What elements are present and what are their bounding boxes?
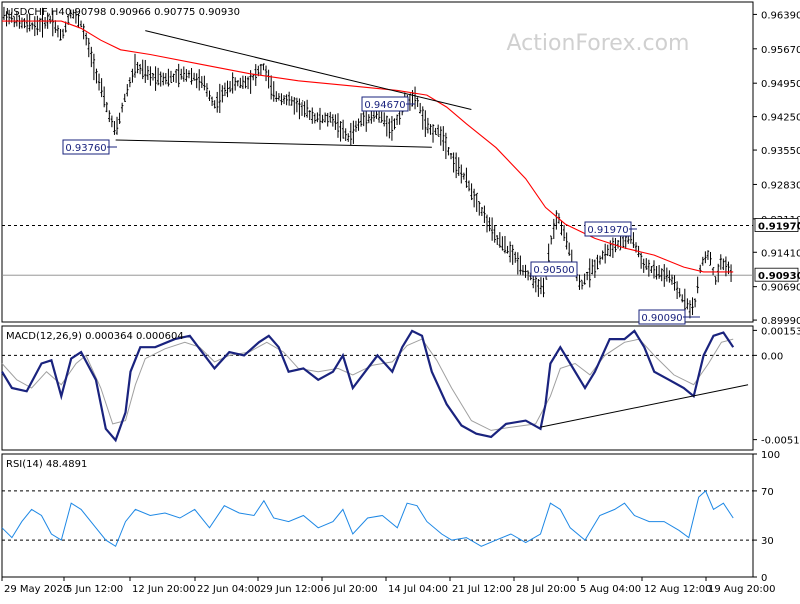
macd-signal-line	[1, 338, 734, 431]
macd-y-tick-label: -0.005164	[761, 436, 800, 447]
price-annotation-label: 0.91970	[587, 225, 628, 236]
macd-y-tick-label: 0.00	[761, 351, 783, 362]
rsi-title: RSI(14) 48.4891	[6, 459, 87, 470]
x-tick-label: 19 Aug 20:00	[708, 584, 775, 595]
price-pane: ActionForex.com 0.96390 0.95670 0.94950 0.94…	[2, 6, 800, 327]
x-tick-label: 29 Jun 12:00	[260, 584, 324, 595]
pane-frame-2	[1, 453, 754, 578]
rsi-y-tick-label: 0	[761, 573, 767, 584]
level-price-tag: 0.91970	[758, 222, 800, 233]
y-tick-label: 0.93550	[761, 146, 800, 157]
rsi-y-tick-label: 30	[761, 536, 774, 547]
x-tick-label: 5 Jun 12:00	[66, 584, 123, 595]
x-tick-label: 22 Jun 04:00	[197, 584, 261, 595]
last-price-tag-box	[754, 267, 799, 282]
x-tick-label: 28 Jul 20:00	[516, 584, 576, 595]
price-trendline-0	[145, 30, 472, 110]
pane-frame-0	[1, 1, 754, 323]
y-tick-label: 0.96390	[761, 10, 800, 21]
ohlc-values: 0.90798 0.90966 0.90775 0.90930	[65, 7, 240, 18]
y-tick-label: 0.95670	[761, 45, 800, 56]
y-tick-label: 0.94250	[761, 113, 800, 124]
x-tick-label: 6 Jul 20:00	[324, 584, 378, 595]
price-annotation-label: 0.90090	[641, 313, 682, 324]
price-annotation: 0.94670	[361, 96, 415, 112]
macd-line	[1, 329, 735, 443]
y-tick-label: 0.90690	[761, 283, 800, 294]
price-annotation: 0.93760	[62, 139, 117, 155]
y-tick-label: 0.91410	[761, 248, 800, 259]
y-tick-label: 0.92830	[761, 180, 800, 191]
rsi-line	[1, 490, 734, 548]
price-annotation-label: 0.93760	[65, 143, 106, 154]
pane-frame-1	[1, 325, 754, 451]
macd-trendline	[540, 384, 749, 428]
rsi-y-tick-label: 70	[761, 487, 774, 498]
x-tick-label: 12 Aug 12:00	[644, 584, 711, 595]
price-annotation-box	[530, 261, 578, 277]
price-annotation-label: 0.94670	[364, 100, 405, 111]
x-tick-label: 21 Jul 12:00	[452, 584, 512, 595]
level-price-tag-box	[754, 218, 799, 232]
last-price-tag: 0.90930	[758, 271, 800, 282]
price-annotation: 0.90500	[530, 261, 578, 277]
rsi-pane: 100 70 30 0 RSI(14) 48.4891	[1, 450, 780, 584]
x-tick-label: 5 Aug 04:00	[580, 584, 641, 595]
rsi-y-tick-label: 100	[761, 450, 780, 461]
price-annotation: 0.91970	[584, 221, 637, 237]
price-trendline-1	[115, 139, 432, 148]
price-annotation-label: 0.90500	[533, 265, 574, 276]
macd-title: MACD(12,26,9) 0.000364 0.000604	[6, 331, 184, 342]
price-bars	[2, 6, 733, 319]
price-annotation: 0.90090	[638, 309, 700, 325]
x-tick-label: 29 May 2020	[4, 584, 69, 595]
y-tick-label: 0.94950	[761, 79, 800, 90]
chart-title: USDCHF,H4	[6, 7, 65, 18]
macd-pane: 0.001532 0.00 -0.005164 MACD(12,26,9) 0.000…	[1, 326, 800, 447]
macd-y-tick-label: 0.001532	[761, 326, 800, 337]
x-tick-label: 14 Jul 04:00	[388, 584, 448, 595]
y-tick-label: 0.89990	[761, 316, 800, 327]
x-tick-label: 12 Jun 20:00	[132, 584, 196, 595]
watermark: ActionForex.com	[507, 31, 690, 56]
